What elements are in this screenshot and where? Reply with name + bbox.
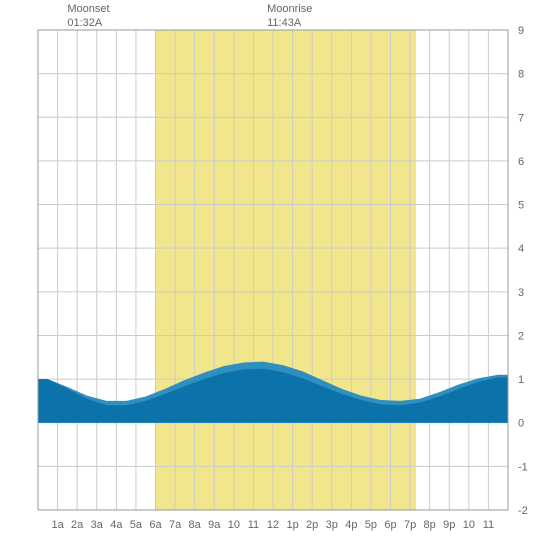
- moonset-annotation: Moonset 01:32A: [67, 2, 109, 31]
- y-tick-label: 1: [518, 374, 524, 386]
- x-tick-label: 2p: [306, 519, 318, 531]
- chart-svg: 1a2a3a4a5a6a7a8a9a1011121p2p3p4p5p6p7p8p…: [0, 0, 550, 550]
- x-tick-label: 7a: [169, 519, 182, 531]
- y-tick-label: 9: [518, 25, 524, 37]
- moonrise-title: Moonrise: [267, 2, 312, 16]
- moonrise-annotation: Moonrise 11:43A: [267, 2, 312, 31]
- y-tick-label: 2: [518, 330, 524, 342]
- x-tick-label: 7p: [404, 519, 416, 531]
- x-tick-label: 12: [267, 519, 279, 531]
- y-tick-label: 7: [518, 112, 524, 124]
- x-tick-label: 2a: [71, 519, 84, 531]
- y-tick-label: -2: [518, 505, 528, 517]
- y-tick-label: -1: [518, 461, 528, 473]
- x-tick-label: 6a: [149, 519, 162, 531]
- y-tick-label: 0: [518, 418, 524, 430]
- x-tick-label: 11: [248, 519, 259, 531]
- moonset-title: Moonset: [67, 2, 109, 16]
- x-tick-label: 10: [228, 519, 240, 531]
- x-tick-label: 1a: [51, 519, 64, 531]
- y-tick-label: 5: [518, 200, 524, 212]
- moonset-time: 01:32A: [67, 16, 109, 30]
- x-tick-label: 1p: [286, 519, 298, 531]
- y-tick-label: 3: [518, 287, 524, 299]
- x-tick-label: 9a: [208, 519, 221, 531]
- x-tick-label: 9p: [443, 519, 455, 531]
- x-tick-label: 4p: [345, 519, 357, 531]
- x-tick-label: 11: [483, 519, 494, 531]
- x-tick-label: 8p: [424, 519, 436, 531]
- x-tick-label: 3a: [91, 519, 104, 531]
- moonrise-time: 11:43A: [267, 16, 312, 30]
- tide-chart: Moonset 01:32A Moonrise 11:43A 1a 2a 3a 4a 5…: [0, 0, 550, 550]
- y-tick-label: 4: [518, 243, 524, 255]
- x-tick-label: 10: [463, 519, 475, 531]
- x-tick-label: 8a: [189, 519, 202, 531]
- x-tick-label: 4a: [110, 519, 123, 531]
- x-tick-label: 3p: [326, 519, 338, 531]
- x-tick-label: 5p: [365, 519, 377, 531]
- y-tick-label: 8: [518, 69, 524, 81]
- y-tick-label: 6: [518, 156, 524, 168]
- x-tick-label: 5a: [130, 519, 143, 531]
- x-tick-label: 6p: [384, 519, 396, 531]
